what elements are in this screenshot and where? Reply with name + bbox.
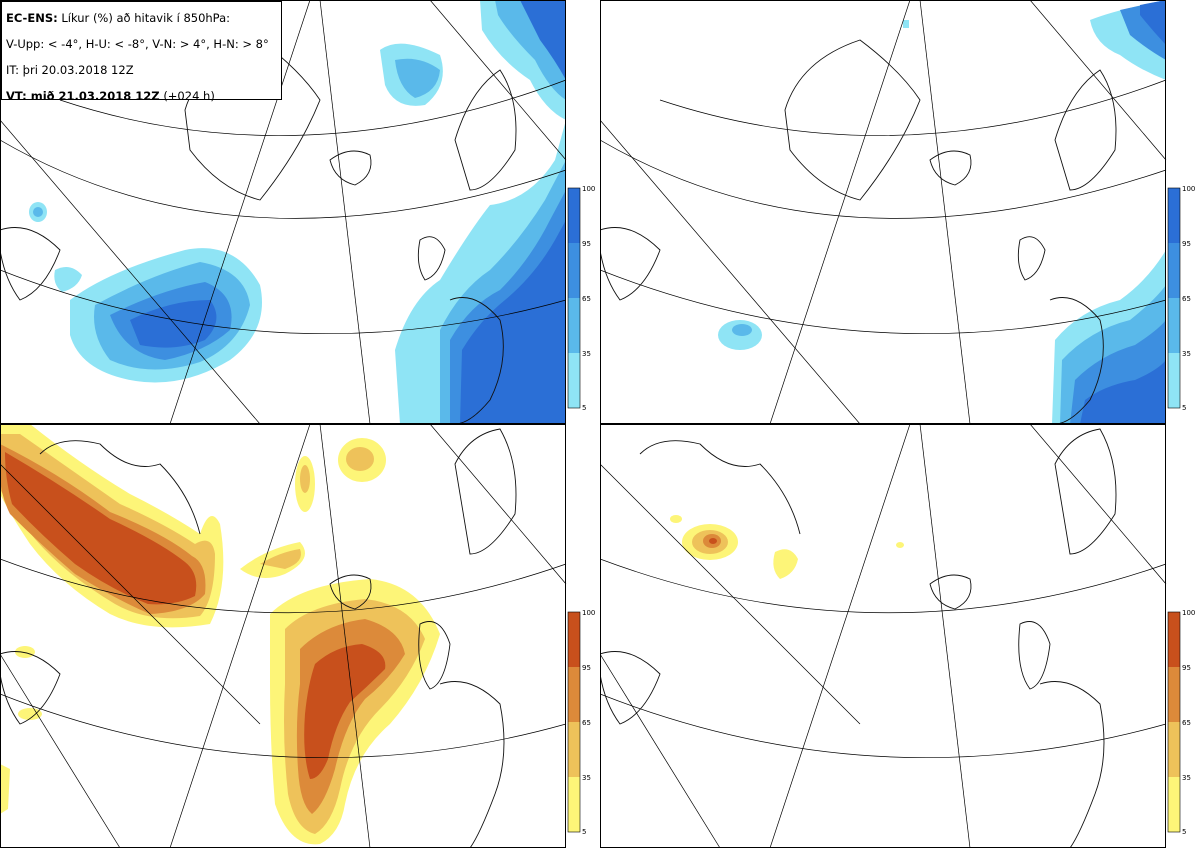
category-definitions: V-Upp: < -4°, H-U: < -8°, V-N: > 4°, H-N… [6,37,269,51]
title-line-4: VT: mið 21.03.2018 12Z (+024 h) [6,83,277,109]
colorbar-tick: 100 [1182,185,1195,193]
coastlines [600,39,1117,424]
probability-field [718,0,1166,424]
title-text: Líkur (%) að hitavik í 850hPa: [61,11,231,25]
probability-field [0,424,440,845]
colorbar-tick: 35 [1182,774,1191,782]
title-line-1: EC-ENS: Líkur (%) að hitavik í 850hPa: [6,5,277,31]
graticule [0,0,567,424]
colorbar-tick: 100 [1182,609,1195,617]
colorbar-tick: 100 [582,609,595,617]
colorbar-tick: 5 [582,828,586,836]
panel-upper-right-cold-strong: 100 95 65 35 5 [600,0,1195,424]
colorbar-cold-upper-right [1167,187,1181,409]
panel-lower-left-warm-weak: 100 95 65 35 5 [0,424,595,848]
colorbar-tick: 35 [1182,350,1191,358]
colorbar-tick: 95 [582,240,591,248]
colorbar-tick: 95 [582,664,591,672]
colorbar-warm-lower-left [567,611,581,833]
probability-field [670,515,904,579]
graticule [600,424,1167,848]
colorbar-tick: 65 [582,719,591,727]
title-box: EC-ENS: Líkur (%) að hitavik í 850hPa: V… [1,1,282,103]
colorbar-tick: 95 [1182,664,1191,672]
graticule [600,0,1167,424]
colorbar-cold-upper-left [567,187,581,409]
colorbar-tick: 5 [582,404,586,412]
colorbar-tick: 65 [1182,295,1191,303]
colorbar-tick: 5 [1182,828,1186,836]
colorbar-warm-lower-right [1167,611,1181,833]
coastlines [600,428,1117,848]
probability-field [29,0,566,424]
lead-time: (+024 h) [163,89,215,103]
colorbar-tick: 5 [1182,404,1186,412]
model-name: EC-ENS: [6,11,58,25]
panel-upper-left-cold-weak: 100 95 65 35 5 [0,0,595,424]
panel-lower-right-warm-strong: 100 95 65 35 5 [600,424,1195,848]
initial-time: IT: þri 20.03.2018 12Z [6,63,134,77]
coastlines [0,428,517,848]
colorbar-tick: 65 [1182,719,1191,727]
colorbar-tick: 65 [582,295,591,303]
colorbar-tick: 100 [582,185,595,193]
graticule [0,424,567,848]
colorbar-tick: 35 [582,774,591,782]
valid-time: VT: mið 21.03.2018 12Z [6,89,160,103]
colorbar-tick: 35 [582,350,591,358]
colorbar-tick: 95 [1182,240,1191,248]
